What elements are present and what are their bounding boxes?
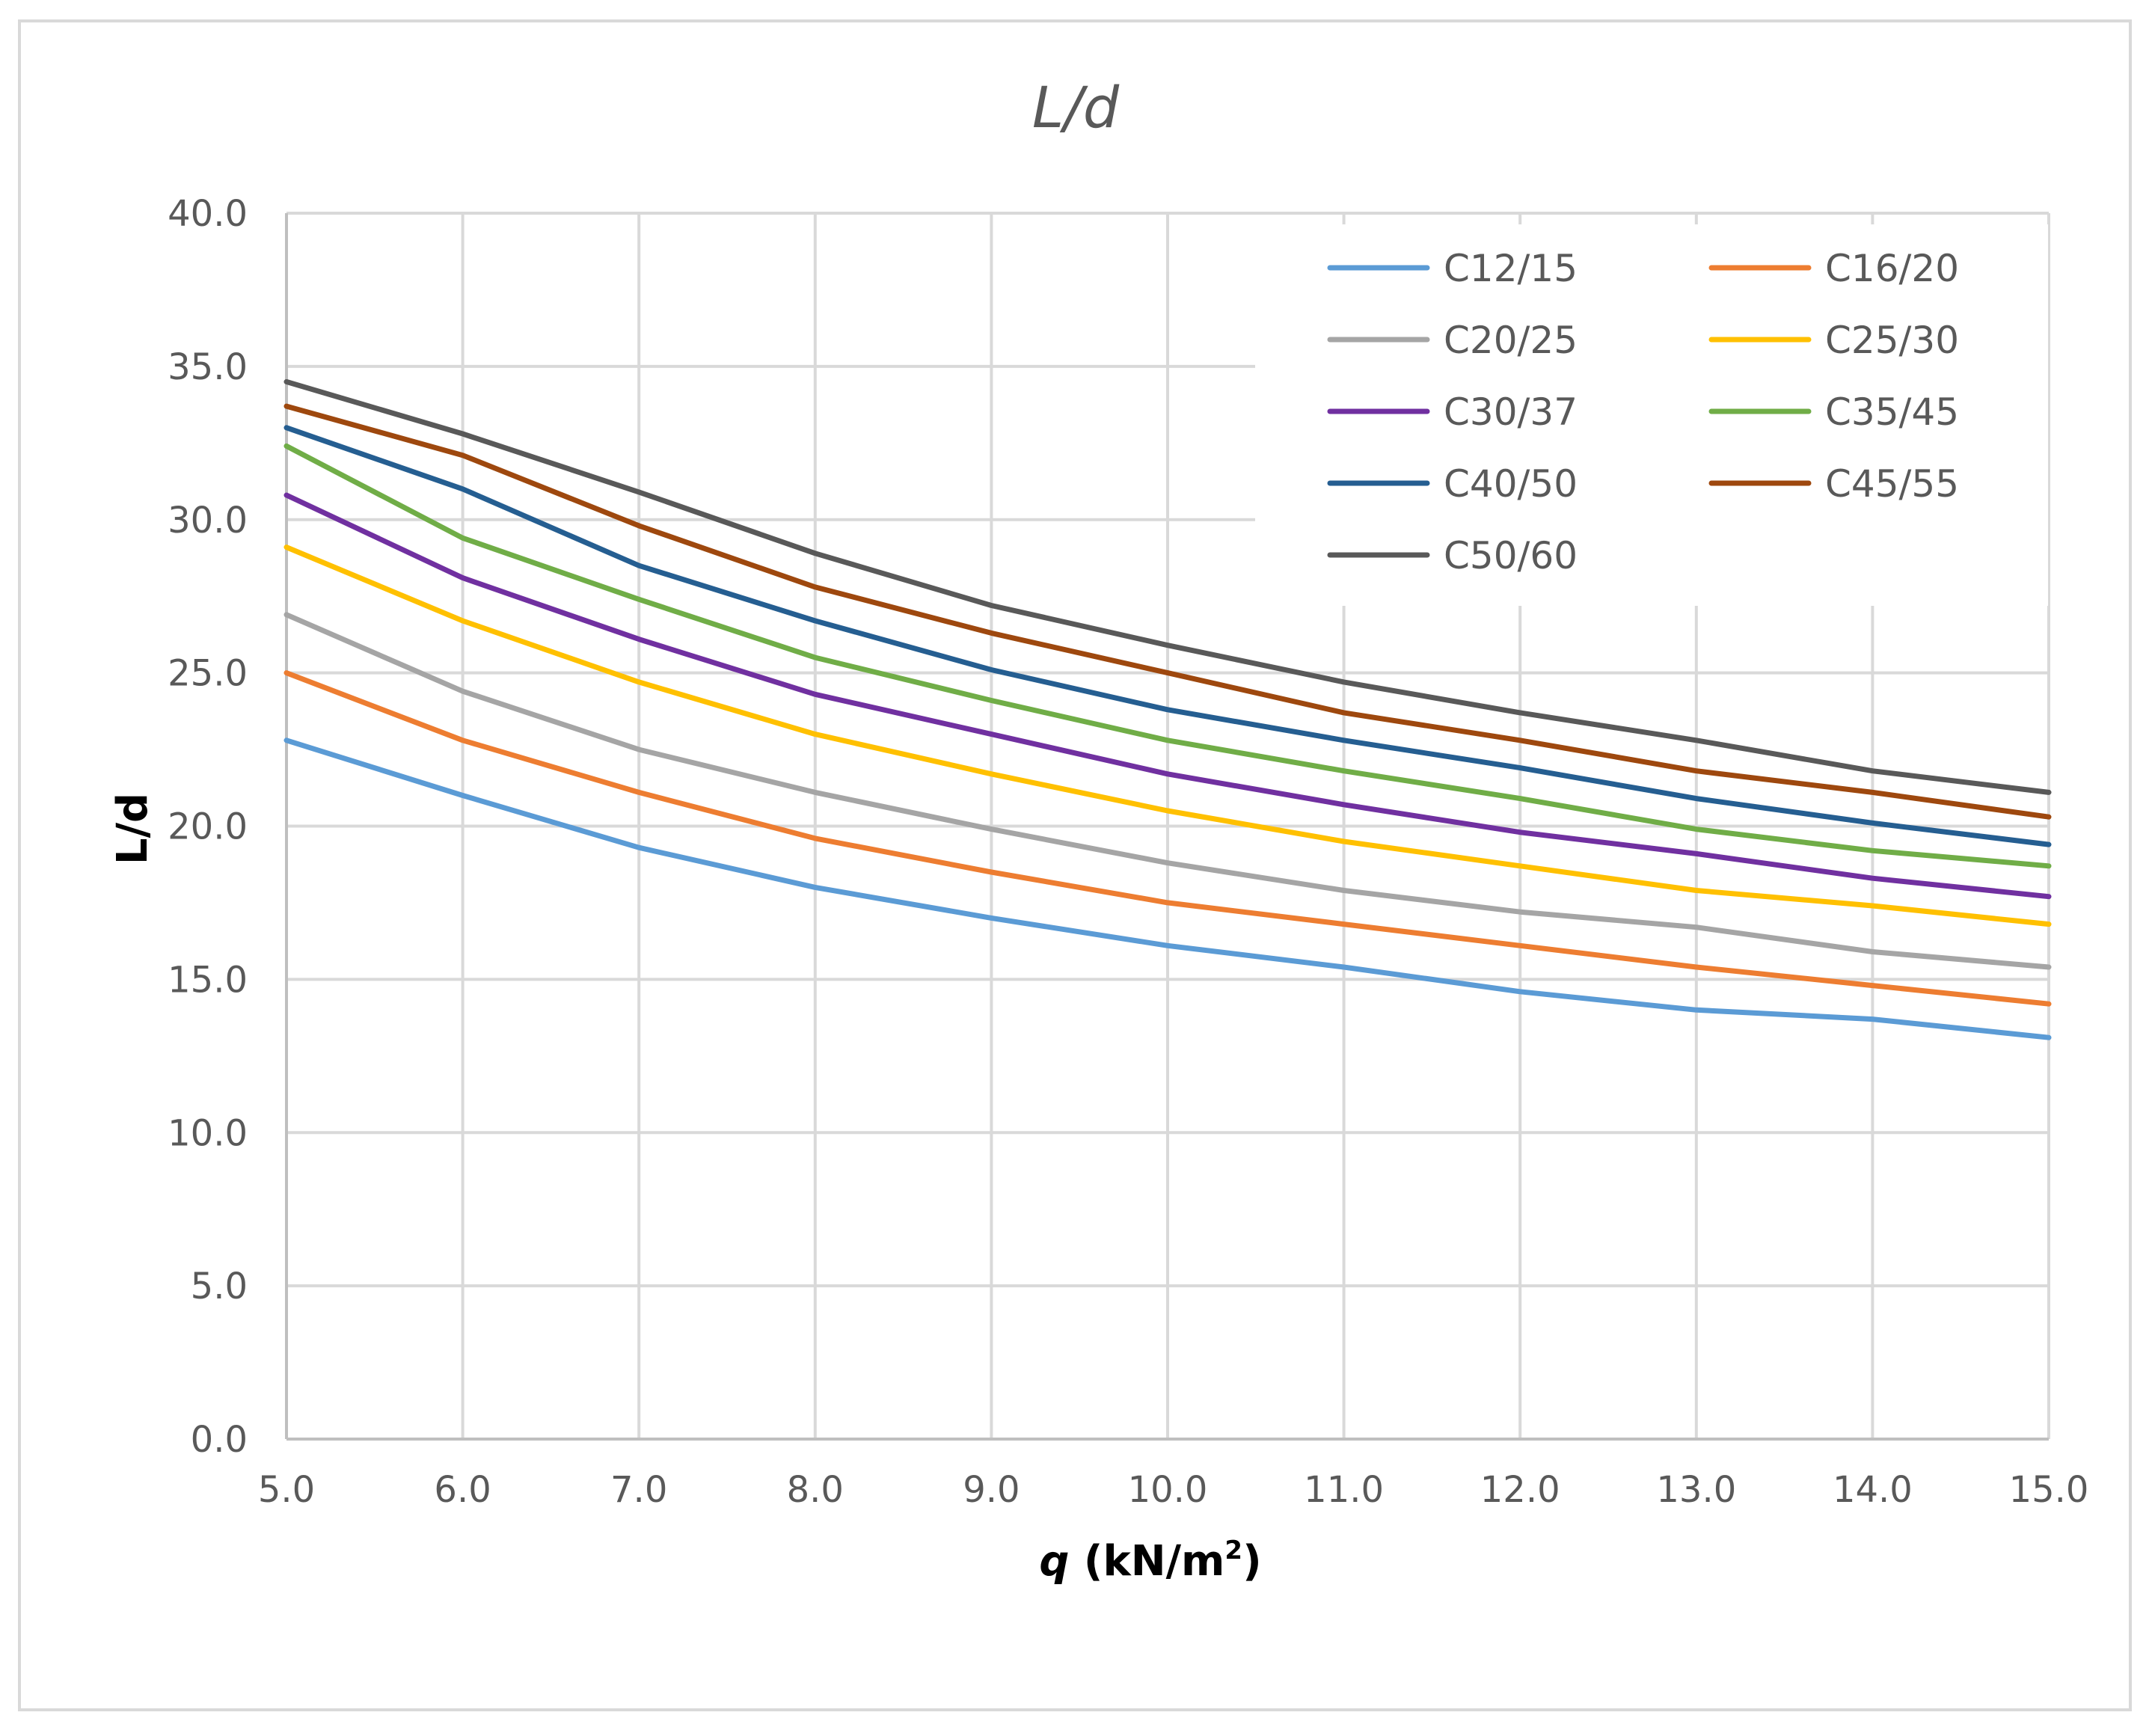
y-tick-label: 15.0 <box>168 959 248 1001</box>
legend: C12/15 C16/20 C20/25 C25/30 C30/37 C35/45 C40/… <box>1327 247 1959 577</box>
x-tick-label: 8.0 <box>787 1469 844 1511</box>
legend-label: C25/30 <box>1825 319 1959 362</box>
legend-item: C40/50 <box>1327 462 1578 506</box>
legend-label: C50/60 <box>1444 534 1578 577</box>
legend-item: C45/55 <box>1708 462 1959 506</box>
legend-label: C45/55 <box>1825 462 1959 506</box>
x-tick-label: 14.0 <box>1833 1469 1913 1511</box>
chart-title: L/d <box>1032 74 1120 141</box>
legend-label: C30/37 <box>1444 390 1578 434</box>
x-axis-variable: q <box>1039 1537 1069 1586</box>
x-tick-label: 10.0 <box>1128 1469 1208 1511</box>
legend-label: C40/50 <box>1444 462 1578 506</box>
legend-item: C12/15 <box>1327 247 1578 290</box>
legend-label: C35/45 <box>1825 390 1959 434</box>
y-axis-label: L/d <box>108 793 157 865</box>
legend-background <box>1255 224 2048 606</box>
legend-label: C16/20 <box>1825 247 1959 290</box>
legend-label: C20/25 <box>1444 319 1578 362</box>
legend-item: C25/30 <box>1708 319 1959 362</box>
y-tick-label: 5.0 <box>191 1266 248 1307</box>
y-tick-label: 0.0 <box>191 1419 248 1461</box>
series-line-c50-60 <box>283 378 2052 795</box>
y-tick-label: 35.0 <box>168 346 248 388</box>
line-chart: C12/15 C16/20 C20/25 C25/30 C30/37 C35/45 C40/… <box>108 74 2088 1586</box>
series-line-c40-50 <box>283 425 2052 847</box>
y-tick-label: 20.0 <box>168 806 248 848</box>
x-tick-label: 7.0 <box>610 1469 667 1511</box>
x-tick-label: 11.0 <box>1304 1469 1384 1511</box>
x-axis-superscript: 2 <box>1224 1536 1242 1565</box>
x-tick-label: 13.0 <box>1656 1469 1736 1511</box>
series-line-c20-25 <box>283 612 2052 970</box>
legend-item: C30/37 <box>1327 390 1578 434</box>
legend-label: C12/15 <box>1444 247 1578 290</box>
series-line-c12-15 <box>283 737 2052 1040</box>
x-tick-label: 9.0 <box>963 1469 1020 1511</box>
series-line-c25-30 <box>283 545 2052 927</box>
x-tick-label: 12.0 <box>1480 1469 1560 1511</box>
legend-item: C16/20 <box>1708 247 1959 290</box>
y-tick-label: 40.0 <box>168 193 248 235</box>
legend-item: C20/25 <box>1327 319 1578 362</box>
series-line-c35-45 <box>283 443 2052 869</box>
x-axis-close: ) <box>1242 1537 1262 1586</box>
y-tick-label: 25.0 <box>168 653 248 695</box>
chart-frame: C12/15 C16/20 C20/25 C25/30 C30/37 C35/45 C40/… <box>18 19 2132 1711</box>
x-tick-label: 5.0 <box>258 1469 315 1511</box>
tick-labels: 0.05.010.015.020.025.030.035.040.05.0 6.0… <box>168 193 2088 1511</box>
x-axis-units: (kN/m <box>1069 1537 1224 1586</box>
series-lines <box>283 378 2052 1040</box>
y-tick-label: 10.0 <box>168 1112 248 1154</box>
x-tick-label: 6.0 <box>434 1469 491 1511</box>
x-axis-label: q (kN/m2) <box>1039 1536 1261 1586</box>
series-line-c30-37 <box>283 492 2052 900</box>
series-line-c45-55 <box>283 403 2052 820</box>
y-tick-label: 30.0 <box>168 500 248 542</box>
legend-item: C50/60 <box>1327 534 1578 577</box>
x-tick-label: 15.0 <box>2009 1469 2089 1511</box>
series-line-c16-20 <box>283 670 2052 1007</box>
legend-item: C35/45 <box>1708 390 1959 434</box>
